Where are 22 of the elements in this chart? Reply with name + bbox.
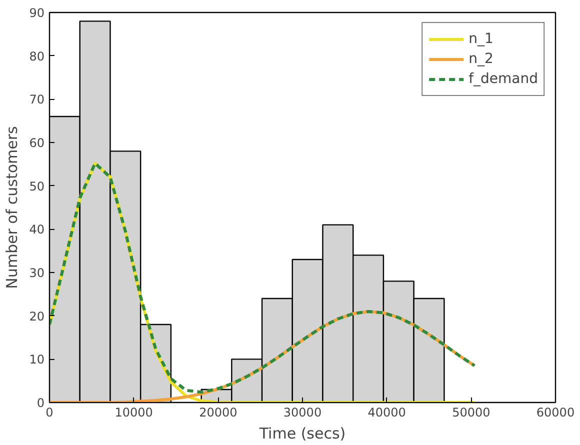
- y-tick-label: 60: [29, 136, 45, 150]
- y-tick-label: 10: [29, 352, 45, 367]
- y-tick-label: 90: [29, 6, 45, 20]
- y-tick-label: 30: [29, 266, 45, 280]
- legend-label: n_1: [468, 31, 494, 47]
- x-tick-label: 20000: [199, 406, 238, 420]
- y-tick-label: 0: [36, 396, 45, 410]
- x-tick-label: 0: [46, 406, 54, 420]
- y-tick-label: 80: [29, 49, 45, 64]
- x-tick-label: 50000: [452, 406, 490, 420]
- y-tick-label: 70: [29, 92, 45, 107]
- y-tick-label: 20: [29, 309, 45, 324]
- x-tick-label: 40000: [368, 406, 406, 420]
- x-axis-title: Time (secs): [258, 424, 346, 442]
- legend-label: n_2: [468, 51, 494, 67]
- y-axis-title: Number of customers: [3, 126, 22, 289]
- x-tick-label: 10000: [114, 406, 153, 420]
- y-tick-label: 50: [29, 179, 45, 194]
- y-tick-label: 40: [29, 222, 45, 237]
- legend-label: f_demand: [468, 71, 538, 87]
- x-tick-label: 30000: [283, 406, 322, 420]
- x-tick-label: 60000: [536, 406, 575, 420]
